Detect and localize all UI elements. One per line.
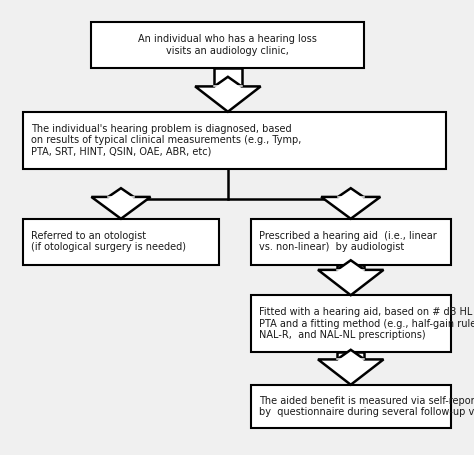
Bar	[251, 385, 451, 429]
Text: The individual's hearing problem is diagnosed, based
on results of typical clini: The individual's hearing problem is diag…	[31, 124, 301, 157]
Polygon shape	[321, 188, 380, 219]
Bar	[23, 219, 219, 265]
Bar	[251, 295, 451, 352]
Polygon shape	[318, 350, 383, 385]
Bar	[108, 197, 134, 199]
Bar	[337, 352, 365, 359]
Bar	[214, 68, 242, 86]
Bar	[338, 197, 364, 199]
Polygon shape	[318, 260, 383, 295]
Text: Referred to an otologist
(if otological surgery is needed): Referred to an otologist (if otological …	[31, 231, 186, 253]
Text: An individual who has a hearing loss
visits an audiology clinic,: An individual who has a hearing loss vis…	[138, 34, 317, 56]
Text: Prescribed a hearing aid  (i.e., linear
vs. non-linear)  by audiologist: Prescribed a hearing aid (i.e., linear v…	[259, 231, 437, 253]
Polygon shape	[195, 77, 261, 112]
Bar	[251, 219, 451, 265]
Bar	[337, 265, 365, 270]
Bar	[91, 22, 365, 68]
Text: The aided benefit is measured via self-report or
by  questionnaire during severa: The aided benefit is measured via self-r…	[259, 396, 474, 417]
Bar	[23, 112, 447, 168]
Polygon shape	[91, 188, 151, 219]
Text: Fitted with a hearing aid, based on # dB HL of
PTA and a fitting method (e.g., h: Fitted with a hearing aid, based on # dB…	[259, 307, 474, 340]
